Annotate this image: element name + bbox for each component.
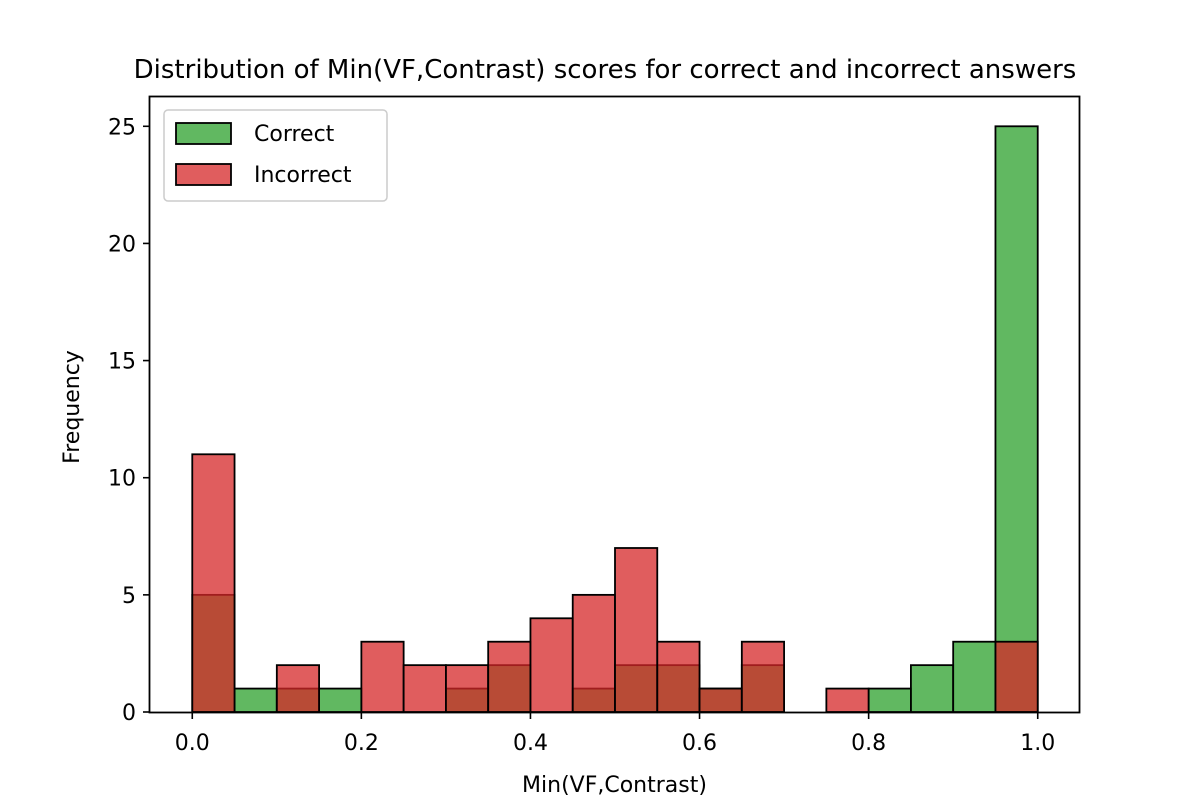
x-tick-label-4: 0.8 (851, 731, 886, 756)
x-axis-title: Min(VF,Contrast) (522, 773, 707, 798)
bar-incorrect-6 (445, 664, 490, 713)
bar-correct-1 (233, 687, 278, 713)
y-tick-label-0: 0 (122, 701, 136, 726)
bar-incorrect-2 (275, 664, 320, 713)
y-axis-title: Frequency (60, 350, 85, 464)
legend-swatch-correct (175, 122, 232, 145)
y-tick-label-1: 5 (122, 584, 136, 609)
plot-frame (148, 95, 1081, 714)
bar-incorrect-0 (191, 453, 236, 713)
bar-incorrect-19 (994, 640, 1039, 713)
bar-incorrect-9 (571, 593, 616, 713)
x-axis: 0.0 0.2 0.4 0.6 0.8 1.0 (175, 712, 1055, 756)
bar-incorrect-4 (360, 640, 405, 713)
bar-correct-17 (910, 664, 955, 713)
legend-swatch-incorrect (175, 163, 232, 186)
bar-incorrect-5 (402, 664, 447, 713)
chart-title: Distribution of Min(VF,Contrast) scores … (134, 55, 1077, 85)
bar-correct-16 (867, 687, 912, 713)
bar-incorrect-15 (825, 687, 870, 713)
x-tick-label-1: 0.2 (344, 731, 379, 756)
bar-correct-3 (318, 687, 363, 713)
y-tick-label-4: 20 (108, 232, 136, 257)
legend-label-incorrect: Incorrect (254, 163, 352, 188)
bar-correct-19 (994, 125, 1039, 713)
y-axis: 0 5 10 15 20 25 (108, 115, 150, 726)
x-tick-label-5: 1.0 (1020, 731, 1055, 756)
y-tick-label-3: 15 (108, 350, 136, 375)
x-tick-label-0: 0.0 (175, 731, 210, 756)
legend: Correct Incorrect (163, 109, 388, 202)
bar-incorrect-11 (656, 640, 701, 713)
bars-layer (191, 125, 1039, 713)
bar-incorrect-10 (614, 547, 659, 713)
bar-incorrect-13 (740, 640, 785, 713)
x-tick-label-2: 0.4 (513, 731, 548, 756)
bar-incorrect-7 (487, 640, 532, 713)
legend-label-correct: Correct (254, 122, 335, 147)
bar-correct-18 (952, 640, 997, 713)
y-tick-label-5: 25 (108, 115, 136, 140)
y-tick-label-2: 10 (108, 467, 136, 492)
bar-incorrect-12 (698, 687, 743, 713)
x-tick-label-3: 0.6 (682, 731, 717, 756)
bar-incorrect-8 (529, 617, 574, 713)
